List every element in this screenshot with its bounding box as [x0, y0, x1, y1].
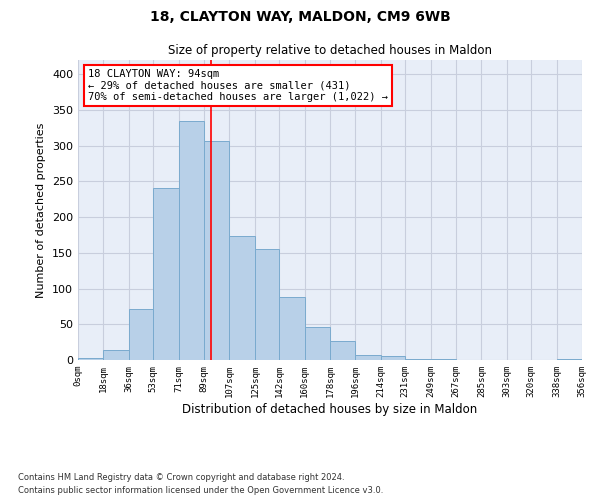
Bar [229, 236, 255, 360]
Bar [255, 250, 279, 360]
Text: 18, CLAYTON WAY, MALDON, CM9 6WB: 18, CLAYTON WAY, MALDON, CM9 6WB [149, 10, 451, 24]
Text: Contains HM Land Registry data © Crown copyright and database right 2024.
Contai: Contains HM Land Registry data © Crown c… [18, 474, 383, 495]
Y-axis label: Number of detached properties: Number of detached properties [37, 122, 46, 298]
Bar [78, 358, 103, 360]
Bar [355, 355, 381, 360]
Bar [153, 188, 179, 360]
Bar [305, 327, 330, 360]
Bar [204, 142, 229, 360]
Bar [330, 342, 355, 360]
Bar [129, 310, 153, 360]
Bar [179, 120, 204, 360]
X-axis label: Distribution of detached houses by size in Maldon: Distribution of detached houses by size … [182, 402, 478, 415]
Title: Size of property relative to detached houses in Maldon: Size of property relative to detached ho… [168, 44, 492, 58]
Bar [103, 350, 129, 360]
Bar [279, 297, 305, 360]
Bar [381, 356, 405, 360]
Text: 18 CLAYTON WAY: 94sqm
← 29% of detached houses are smaller (431)
70% of semi-det: 18 CLAYTON WAY: 94sqm ← 29% of detached … [88, 69, 388, 102]
Bar [557, 358, 582, 360]
